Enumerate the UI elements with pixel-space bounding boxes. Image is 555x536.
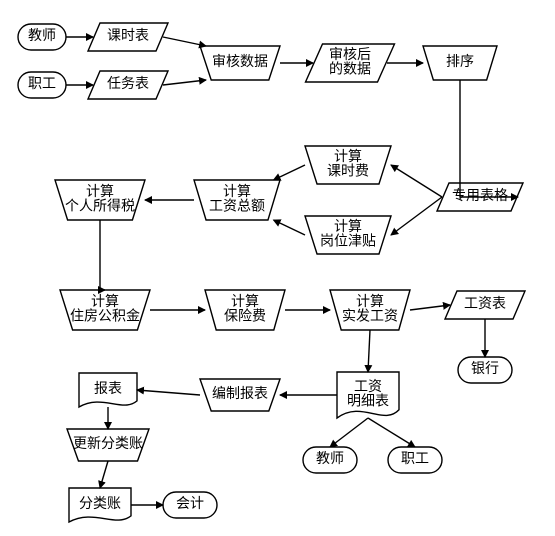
node-sort: 排序 bbox=[423, 46, 497, 80]
node-label: 教师 bbox=[28, 28, 56, 44]
node-label: 更新分类账 bbox=[73, 436, 143, 452]
node-label: 计算 bbox=[231, 294, 259, 310]
node-timetable: 课时表 bbox=[88, 23, 168, 51]
node-calc_class: 计算课时费 bbox=[305, 146, 391, 184]
node-tasktable: 任务表 bbox=[88, 71, 168, 99]
node-label: 个人所得税 bbox=[65, 198, 135, 215]
node-label: 计算 bbox=[356, 294, 384, 310]
node-label: 职工 bbox=[28, 77, 56, 92]
node-label: 审核数据 bbox=[212, 54, 268, 70]
node-label: 会计 bbox=[176, 496, 204, 512]
edge-update-ledger bbox=[100, 461, 108, 488]
edge-make_report-report bbox=[137, 390, 200, 395]
edge-spec_table-calc_post bbox=[391, 197, 442, 235]
node-label: 课时表 bbox=[107, 28, 149, 44]
node-label: 计算 bbox=[91, 294, 119, 310]
node-label: 分类账 bbox=[79, 496, 121, 512]
node-label: 工资表 bbox=[464, 296, 506, 312]
edge-calc_net-paytable bbox=[410, 305, 450, 310]
node-audit: 审核数据 bbox=[200, 46, 280, 80]
edge-timetable-audit bbox=[163, 37, 206, 46]
node-calc_ins: 计算保险费 bbox=[205, 290, 285, 330]
node-calc_net: 计算实发工资 bbox=[330, 290, 410, 330]
node-label: 保险费 bbox=[224, 309, 266, 325]
node-label: 银行 bbox=[471, 361, 499, 377]
node-bank: 银行 bbox=[458, 357, 512, 383]
edge-calc_tax-calc_housing bbox=[100, 220, 105, 290]
node-label: 的数据 bbox=[329, 62, 371, 78]
node-ledger: 分类账 bbox=[69, 488, 131, 522]
node-update: 更新分类账 bbox=[67, 429, 149, 461]
node-report: 报表 bbox=[79, 373, 137, 407]
node-label: 课时费 bbox=[327, 164, 369, 180]
node-label: 编制报表 bbox=[212, 386, 268, 402]
node-label: 工资 bbox=[354, 379, 382, 395]
edge-tasktable-audit bbox=[163, 80, 206, 85]
node-calc_housing: 计算住房公积金 bbox=[60, 290, 150, 330]
node-label: 报表 bbox=[94, 381, 122, 397]
node-calc_total: 计算工资总额 bbox=[194, 180, 280, 220]
node-teacher2: 教师 bbox=[303, 447, 357, 473]
node-label: 明细表 bbox=[347, 394, 389, 410]
node-calc_post: 计算岗位津贴 bbox=[305, 216, 391, 254]
node-label: 计算 bbox=[86, 184, 114, 200]
node-label: 教师 bbox=[316, 451, 344, 467]
edge-calc_post-calc_total bbox=[274, 220, 305, 235]
node-label: 职工 bbox=[401, 452, 429, 467]
node-label: 计算 bbox=[223, 184, 251, 200]
edge-sort-spec_table bbox=[460, 80, 518, 197]
edge-detail-teacher2 bbox=[330, 418, 368, 447]
edge-calc_net-detail bbox=[368, 330, 370, 372]
node-label: 排序 bbox=[446, 54, 474, 70]
node-label: 计算 bbox=[334, 219, 362, 235]
edge-spec_table-calc_class bbox=[391, 165, 442, 197]
node-staff2: 职工 bbox=[388, 447, 442, 473]
node-label: 工资总额 bbox=[209, 199, 265, 215]
node-label: 住房公积金 bbox=[70, 309, 140, 325]
node-label: 审核后 bbox=[329, 47, 371, 63]
node-detail: 工资明细表 bbox=[337, 372, 399, 418]
node-calc_tax: 计算个人所得税 bbox=[55, 180, 145, 220]
node-label: 专用表格 bbox=[452, 188, 508, 204]
node-accountant: 会计 bbox=[163, 492, 217, 518]
node-make_report: 编制报表 bbox=[200, 379, 280, 411]
edge-calc_class-calc_total bbox=[274, 165, 305, 180]
node-teacher: 教师 bbox=[18, 24, 66, 50]
node-label: 计算 bbox=[334, 149, 362, 165]
node-label: 实发工资 bbox=[342, 309, 398, 325]
node-label: 任务表 bbox=[107, 76, 149, 92]
edge-detail-staff2 bbox=[368, 418, 415, 447]
node-label: 岗位津贴 bbox=[320, 234, 376, 250]
node-staff: 职工 bbox=[18, 72, 66, 98]
node-audited: 审核后的数据 bbox=[306, 44, 395, 82]
node-paytable: 工资表 bbox=[445, 291, 525, 319]
flowchart-canvas: 教师职工课时表任务表审核数据审核后的数据排序计算课时费专用表格计算工资总额计算岗… bbox=[0, 0, 555, 536]
